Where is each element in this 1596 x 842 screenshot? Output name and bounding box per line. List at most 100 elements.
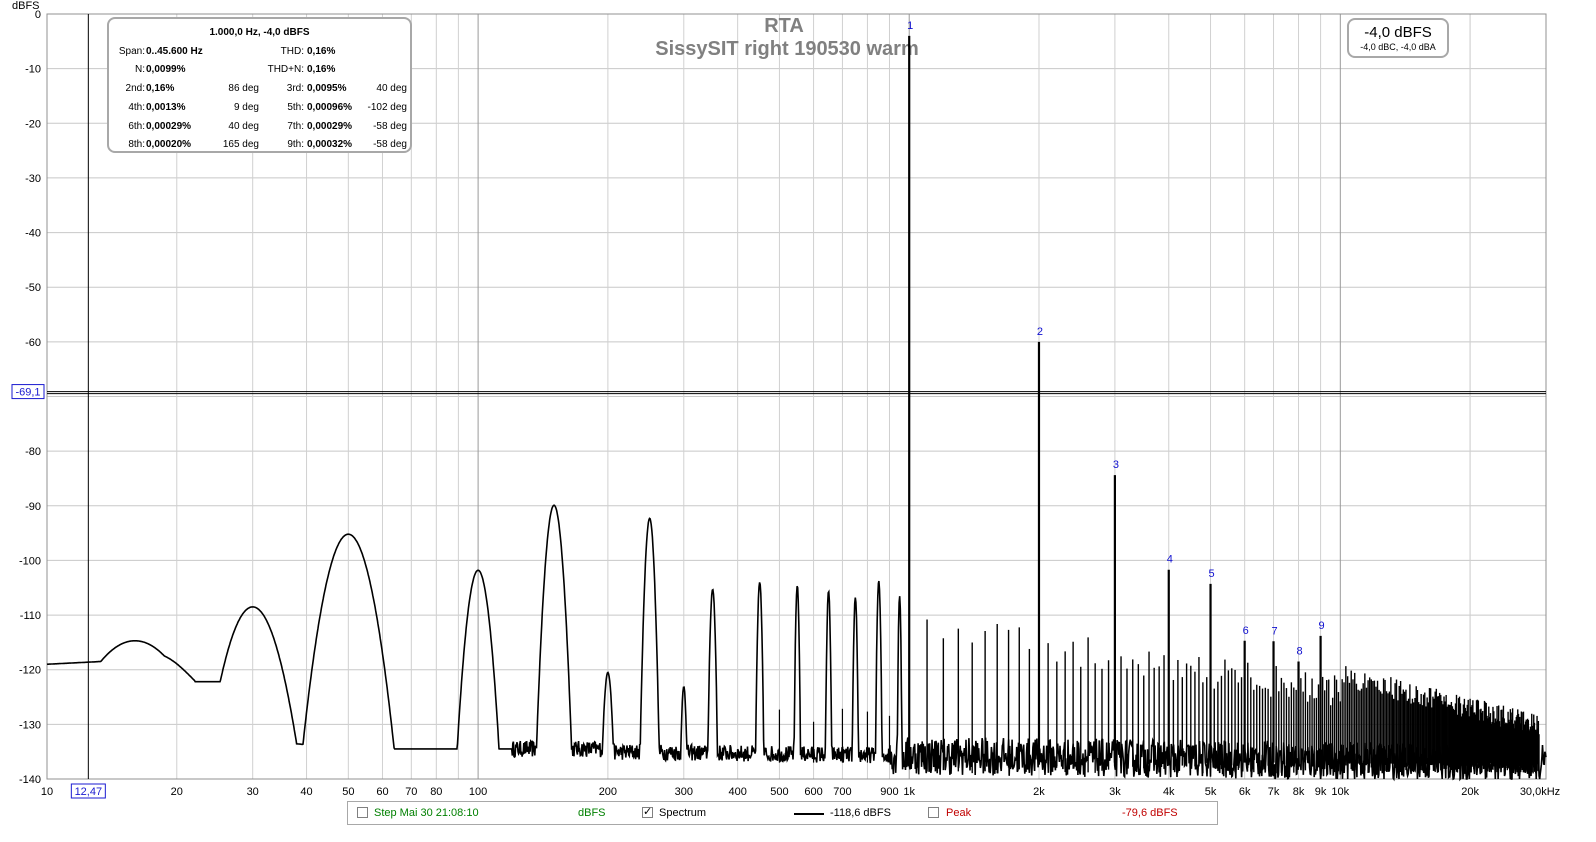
x-tick-label: 20k [1461, 786, 1479, 798]
span-label: Span: [118, 46, 145, 57]
harmonic-value: 0,00029% [146, 121, 192, 132]
harmonic-marker-label: 4 [1167, 554, 1173, 566]
x-tick-label: 40 [300, 786, 312, 798]
harmonic-value: 0,00096% [307, 102, 353, 113]
harmonic-markers: 1 2 3 4 5 6 7 8 9 [907, 20, 1325, 658]
plot-frame [46, 13, 1547, 780]
harmonic-phase: 40 deg [376, 83, 407, 94]
harmonic-label: 7th: [287, 121, 304, 132]
y-tick-label: -90 [25, 501, 41, 513]
harmonic-phase: -58 deg [373, 121, 407, 132]
harmonic-marker-label: 6 [1243, 625, 1249, 637]
harmonic-marker-label: 5 [1208, 568, 1214, 580]
x-tick-label: 4k [1163, 786, 1175, 798]
harmonic-label: 8th: [128, 139, 145, 150]
spectrum-series [46, 35, 1547, 782]
x-axis: 10 20 30 40 50 60 70 80 100 200 300 400 500 600 700 900… [41, 786, 1560, 798]
harmonic-label: 4th: [128, 102, 145, 113]
harmonic-value: 0,00032% [307, 139, 353, 150]
harmonic-value: 0,0013% [146, 102, 186, 113]
y-tick-label: -50 [25, 282, 41, 294]
thd-label: THD: [280, 46, 304, 57]
x-tick-label: 8k [1293, 786, 1305, 798]
harmonic-phase: 165 deg [222, 139, 259, 150]
spectrum-checkbox[interactable]: ✓ [642, 806, 653, 818]
x-tick-label: 50 [342, 786, 354, 798]
thd-value: 0,16% [307, 46, 336, 57]
chart-title: RTA [764, 15, 804, 37]
y-tick-label: -30 [25, 173, 41, 185]
step-checkbox[interactable] [357, 807, 368, 818]
x-tick-label: 200 [599, 786, 617, 798]
x-tick-label: 1k [903, 786, 915, 798]
noise-value: 0,0099% [146, 64, 186, 75]
harmonic-marker-label: 1 [907, 20, 913, 32]
noise-label: N: [135, 64, 145, 75]
y-axis: 0 -10 -20 -30 -40 -50 -60 -80 -90 -100 -110 -120 -13… [19, 9, 41, 786]
x-tick-label: 600 [804, 786, 822, 798]
y-tick-label: -100 [19, 555, 41, 567]
level-meter: -4,0 dBFS -4,0 dBC, -4,0 dBA [1347, 18, 1449, 58]
harmonic-value: 0,00029% [307, 121, 353, 132]
x-tick-label: 30,0kHz [1520, 786, 1560, 798]
harmonic-label: 2nd: [125, 83, 145, 94]
y-tick-label: -120 [19, 665, 41, 677]
harmonic-marker-label: 8 [1296, 646, 1302, 658]
harmonic-phase: 86 deg [228, 83, 259, 94]
spectrum-value: -118,6 dBFS [830, 807, 891, 819]
y-tick-label: -10 [25, 64, 41, 76]
x-tick-label: 9k [1315, 786, 1327, 798]
harmonic-label: 3rd: [286, 83, 304, 94]
harmonic-phase: 9 deg [233, 102, 259, 113]
spectrum-label: Spectrum [659, 807, 707, 819]
y-tick-label: -110 [20, 610, 41, 622]
harmonic-marker-label: 3 [1113, 459, 1119, 471]
cursor[interactable]: -69,1 12,47 [11, 14, 1546, 799]
step-label: Step Mai 30 21:08:10 [374, 807, 479, 819]
harmonic-phase: -58 deg [373, 139, 407, 150]
cursor-y-readout-box [11, 384, 45, 400]
x-tick-label: 30 [247, 786, 259, 798]
y-tick-label: 0 [35, 9, 41, 21]
span-value: 0..45.600 Hz [146, 46, 203, 57]
x-tick-label: 3k [1109, 786, 1121, 798]
y-tick-label: -20 [25, 118, 41, 130]
y-tick-label: -40 [25, 228, 41, 240]
x-tick-label: 10k [1331, 786, 1349, 798]
x-tick-label: 10 [41, 786, 53, 798]
x-tick-label: 20 [171, 786, 183, 798]
peak-value: -79,6 dBFS [1122, 807, 1178, 819]
peak-label: Peak [946, 807, 972, 819]
y-tick-label: -130 [19, 719, 41, 731]
level-main: -4,0 dBFS [1364, 24, 1432, 41]
x-tick-label: 500 [770, 786, 788, 798]
x-tick-label: 7k [1268, 786, 1280, 798]
x-tick-label: 6k [1239, 786, 1251, 798]
step-unit: dBFS [578, 807, 606, 819]
x-tick-label: 70 [405, 786, 417, 798]
harmonic-label: 9th: [287, 139, 304, 150]
harmonic-marker-label: 2 [1037, 326, 1043, 338]
x-tick-label: 2k [1033, 786, 1045, 798]
harmonic-marker-label: 7 [1271, 625, 1277, 637]
thdn-value: 0,16% [307, 64, 336, 75]
distortion-panel: 1.000,0 Hz, -4,0 dBFS Span: 0..45.600 Hz… [107, 17, 412, 153]
cursor-x-readout: 12,47 [75, 786, 103, 798]
cursor-x-readout-box [70, 783, 106, 799]
spectrum-line-swatch [794, 813, 824, 815]
x-tick-label: 300 [675, 786, 693, 798]
harmonic-value: 0,0095% [307, 83, 347, 94]
harmonic-value: 0,16% [146, 83, 175, 94]
y-tick-label: -80 [25, 446, 41, 458]
harmonic-phase: -102 deg [367, 102, 407, 113]
peak-checkbox[interactable] [928, 807, 939, 818]
chart-subtitle: SissySIT right 190530 warm [655, 38, 918, 60]
thdn-label: THD+N: [267, 64, 304, 75]
harmonic-value: 0,00020% [146, 139, 192, 150]
harmonic-label: 6th: [128, 121, 145, 132]
x-tick-label: 5k [1205, 786, 1217, 798]
level-weighted: -4,0 dBC, -4,0 dBA [1360, 42, 1436, 52]
x-tick-label: 400 [728, 786, 746, 798]
cursor-y-readout: -69,1 [15, 387, 40, 399]
